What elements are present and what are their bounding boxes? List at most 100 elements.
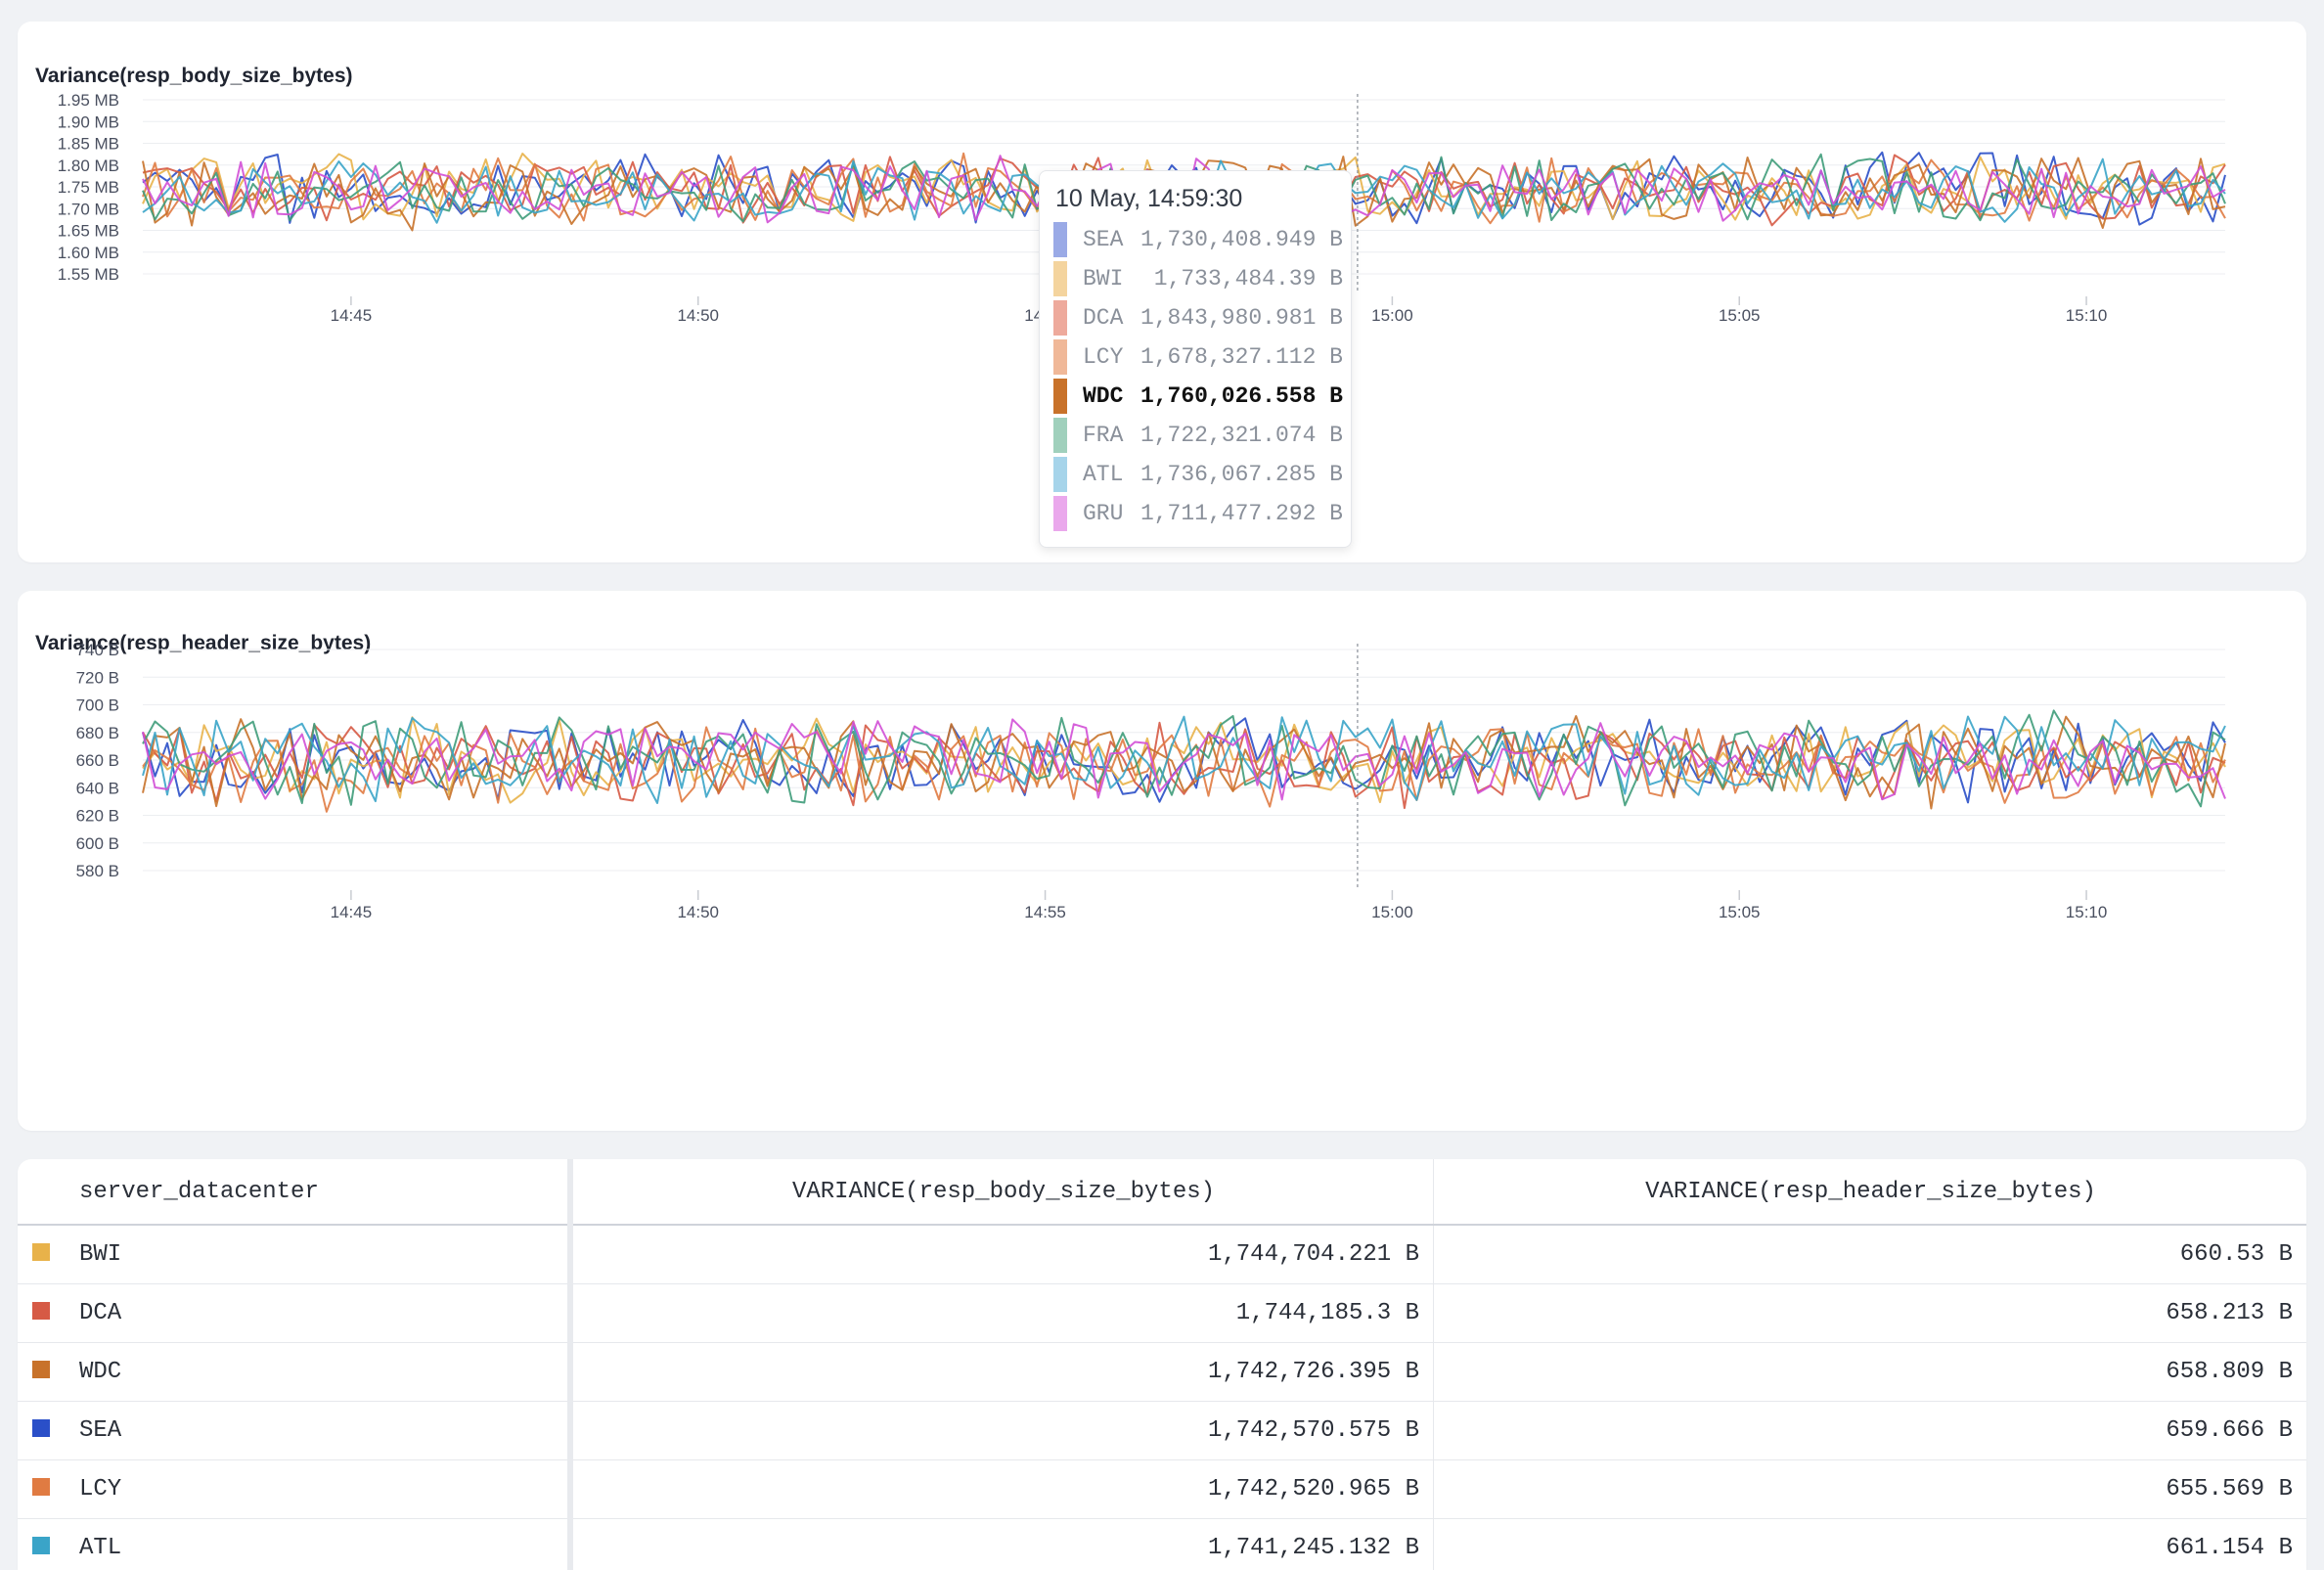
y-tick-label: 1.60 MB — [58, 244, 119, 262]
column-header-header-variance[interactable]: VARIANCE(resp_header_size_bytes) — [1434, 1159, 2307, 1225]
tooltip-series-name: DCA — [1083, 305, 1123, 331]
body-variance-cell: 1,744,185.3 B — [570, 1284, 1434, 1343]
x-tick-label: 14:45 — [331, 306, 373, 325]
tooltip-row: FRA 1,722,321.074 B — [1053, 418, 1343, 453]
series-swatch — [32, 1361, 50, 1378]
tooltip-series-value: 1,722,321.074 B — [1140, 423, 1343, 448]
header-variance-cell: 655.569 B — [1434, 1460, 2307, 1519]
tooltip-row: LCY 1,678,327.112 B — [1053, 339, 1343, 375]
datacenter-cell: ATL — [18, 1519, 570, 1570]
x-tick-label: 14:50 — [677, 903, 719, 921]
tooltip-series-name: SEA — [1083, 227, 1123, 252]
y-tick-label: 620 B — [76, 807, 119, 826]
column-header-body-variance[interactable]: VARIANCE(resp_body_size_bytes) — [570, 1159, 1434, 1225]
header-variance-cell: 661.154 B — [1434, 1519, 2307, 1570]
results-table-panel: server_datacenter VARIANCE(resp_body_siz… — [18, 1159, 2306, 1570]
header-variance-cell: 660.53 B — [1434, 1225, 2307, 1284]
x-tick-label: 15:00 — [1371, 306, 1413, 325]
y-tick-label: 1.75 MB — [58, 178, 119, 197]
x-tick-label: 14:50 — [677, 306, 719, 325]
x-tick-label: 14:55 — [1024, 903, 1066, 921]
datacenter-cell: SEA — [18, 1402, 570, 1460]
tooltip-series-value: 1,760,026.558 B — [1140, 383, 1343, 409]
y-tick-label: 1.80 MB — [58, 157, 119, 175]
datacenter-cell: LCY — [18, 1460, 570, 1519]
y-tick-label: 580 B — [76, 862, 119, 880]
body-variance-cell: 1,742,570.575 B — [570, 1402, 1434, 1460]
body-variance-cell: 1,742,520.965 B — [570, 1460, 1434, 1519]
series-swatch — [1053, 496, 1067, 531]
tooltip-series-name: GRU — [1083, 501, 1123, 526]
datacenter-label: ATL — [79, 1535, 121, 1561]
series-swatch — [32, 1478, 50, 1496]
series-swatch — [32, 1302, 50, 1320]
tooltip-series-name: ATL — [1083, 462, 1123, 487]
datacenter-label: SEA — [79, 1417, 121, 1444]
series-swatch — [32, 1419, 50, 1437]
x-tick-label: 15:10 — [2066, 903, 2108, 921]
tooltip-series-value: 1,711,477.292 B — [1140, 501, 1343, 526]
series-swatch — [32, 1243, 50, 1261]
series-swatch — [1053, 379, 1067, 414]
x-tick-label: 15:05 — [1719, 306, 1761, 325]
y-tick-label: 1.90 MB — [58, 112, 119, 131]
table-row[interactable]: DCA 1,744,185.3 B 658.213 B — [18, 1284, 2306, 1343]
body-variance-cell: 1,742,726.395 B — [570, 1343, 1434, 1402]
tooltip-series-name: LCY — [1083, 344, 1123, 370]
table-row[interactable]: ATL 1,741,245.132 B 661.154 B — [18, 1519, 2306, 1570]
body-variance-cell: 1,744,704.221 B — [570, 1225, 1434, 1284]
series-swatch — [32, 1537, 50, 1554]
tooltip-series-name: FRA — [1083, 423, 1123, 448]
datacenter-label: LCY — [79, 1476, 121, 1503]
tooltip-series-value: 1,843,980.981 B — [1140, 305, 1343, 331]
y-tick-label: 700 B — [76, 696, 119, 715]
y-tick-label: 1.55 MB — [58, 265, 119, 284]
tooltip-series-value: 1,730,408.949 B — [1140, 227, 1343, 252]
y-tick-label: 680 B — [76, 724, 119, 742]
header-variance-cell: 658.809 B — [1434, 1343, 2307, 1402]
datacenter-cell: WDC — [18, 1343, 570, 1402]
tooltip-series-value: 1,733,484.39 B — [1154, 266, 1343, 292]
series-swatch — [1053, 261, 1067, 296]
y-tick-label: 740 B — [76, 641, 119, 659]
datacenter-cell: DCA — [18, 1284, 570, 1343]
x-tick-label: 14:45 — [331, 903, 373, 921]
header-variance-cell: 659.666 B — [1434, 1402, 2307, 1460]
tooltip-series-value: 1,678,327.112 B — [1140, 344, 1343, 370]
series-swatch — [1053, 300, 1067, 336]
datacenter-label: WDC — [79, 1359, 121, 1385]
y-tick-label: 640 B — [76, 779, 119, 797]
table-row[interactable]: BWI 1,744,704.221 B 660.53 B — [18, 1225, 2306, 1284]
table-row[interactable]: LCY 1,742,520.965 B 655.569 B — [18, 1460, 2306, 1519]
series-swatch — [1053, 339, 1067, 375]
series-swatch — [1053, 457, 1067, 492]
y-tick-label: 1.65 MB — [58, 222, 119, 241]
tooltip-row: ATL 1,736,067.285 B — [1053, 457, 1343, 492]
series-swatch — [1053, 418, 1067, 453]
tooltip-row: SEA 1,730,408.949 B — [1053, 222, 1343, 257]
table-row[interactable]: WDC 1,742,726.395 B 658.809 B — [18, 1343, 2306, 1402]
datacenter-label: BWI — [79, 1241, 121, 1268]
column-header-label: server_datacenter — [79, 1179, 319, 1205]
header-variance-cell: 658.213 B — [1434, 1284, 2307, 1343]
y-tick-label: 1.95 MB — [58, 91, 119, 110]
y-tick-label: 1.85 MB — [58, 135, 119, 154]
table-row[interactable]: SEA 1,742,570.575 B 659.666 B — [18, 1402, 2306, 1460]
datacenter-cell: BWI — [18, 1225, 570, 1284]
results-table: server_datacenter VARIANCE(resp_body_siz… — [18, 1159, 2306, 1570]
column-header-datacenter[interactable]: server_datacenter — [18, 1159, 570, 1225]
tooltip-series-value: 1,736,067.285 B — [1140, 462, 1343, 487]
table-header-row: server_datacenter VARIANCE(resp_body_siz… — [18, 1159, 2306, 1225]
tooltip-row: DCA 1,843,980.981 B — [1053, 300, 1343, 336]
tooltip-row: GRU 1,711,477.292 B — [1053, 496, 1343, 531]
y-tick-label: 600 B — [76, 834, 119, 853]
body-variance-cell: 1,741,245.132 B — [570, 1519, 1434, 1570]
datacenter-label: DCA — [79, 1300, 121, 1326]
y-tick-label: 1.70 MB — [58, 200, 119, 218]
